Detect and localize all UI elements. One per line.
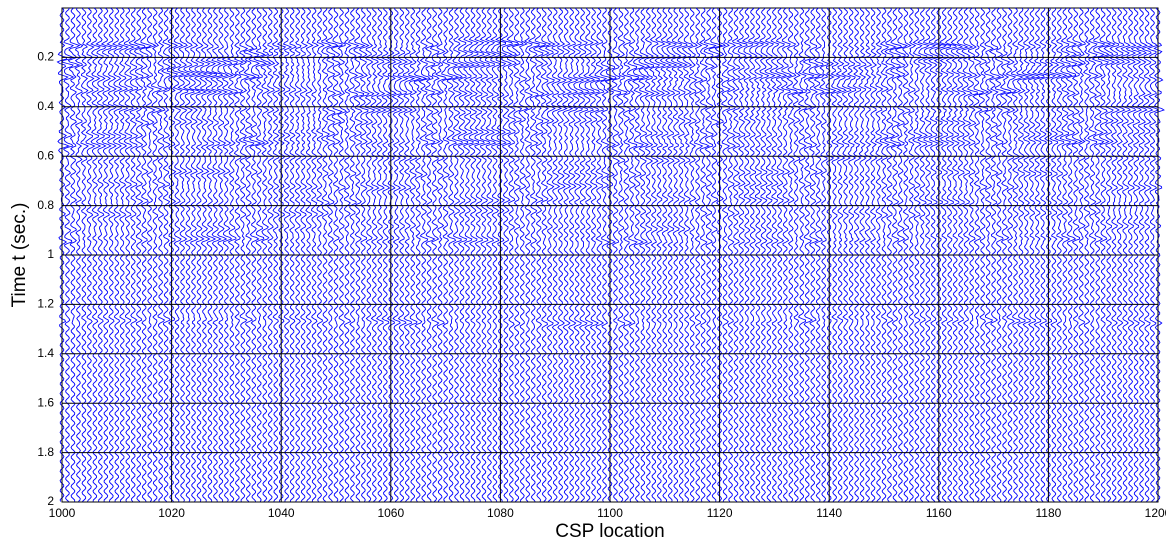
grid [61, 8, 1159, 503]
y-tick-label: 0.8 [37, 198, 54, 212]
x-tick-label: 1020 [158, 506, 185, 520]
x-tick-label: 1180 [1035, 506, 1061, 520]
y-tick-label: 1.4 [37, 346, 54, 360]
x-tick-label: 1120 [707, 506, 733, 520]
y-axis-title: Time t (sec.) [9, 203, 30, 308]
x-tick-label: 1140 [816, 506, 842, 520]
y-tick-label: 1.8 [37, 445, 54, 459]
x-tick-label: 1040 [268, 506, 295, 520]
x-tick-label: 1000 [49, 506, 76, 520]
x-tick-label: 1160 [926, 506, 952, 520]
x-tick-label: 1200 [1145, 506, 1166, 520]
y-tick-label: 1.2 [37, 297, 54, 311]
x-axis-title: CSP location [555, 521, 665, 542]
trace [1153, 7, 1165, 502]
y-tick-label: 1 [47, 247, 54, 261]
y-tick-label: 0.6 [37, 148, 54, 162]
x-tick-label: 1100 [597, 506, 623, 520]
y-tick-label: 2 [47, 494, 54, 508]
y-tick-label: 1.6 [37, 395, 54, 409]
x-tick-label: 1060 [377, 506, 404, 520]
y-tick-label: 0.2 [37, 50, 54, 64]
y-tick-label: 0.4 [37, 99, 54, 113]
x-tick-label: 1080 [487, 506, 514, 520]
